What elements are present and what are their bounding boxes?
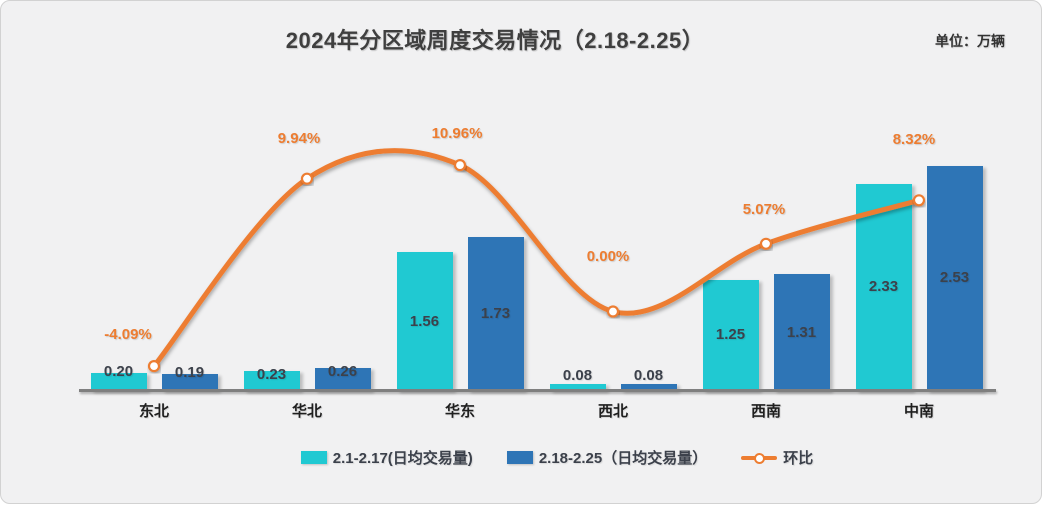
legend-label-series-1: 2.1-2.17(日均交易量)	[332, 450, 473, 467]
category-label-中南: 中南	[903, 403, 934, 420]
bar-1-西北	[549, 383, 606, 391]
bar-value-label-1-中南: 2.33	[868, 278, 899, 296]
trend-point-marker-华东	[453, 159, 467, 172]
bar-value-label-2-中南: 2.53	[939, 269, 970, 287]
category-label-西北: 西北	[597, 403, 628, 420]
category-label-西南: 西南	[750, 403, 781, 420]
legend-swatch-series-1	[300, 451, 327, 464]
bar-1-中南	[855, 183, 912, 391]
percent-label-西南: 5.07%	[742, 200, 786, 218]
percent-label-中南: 8.32%	[892, 131, 936, 149]
legend-item-line: 环比	[741, 447, 813, 468]
bar-value-label-2-西南: 1.31	[786, 323, 817, 341]
bar-1-华北	[243, 370, 300, 391]
bar-value-label-2-西北: 0.08	[633, 366, 664, 384]
trend-line	[151, 148, 922, 369]
legend-item-series-2: 2.18-2.25（日均交易量）	[506, 447, 708, 468]
bar-2-东北	[161, 374, 218, 391]
line-legend-icon	[741, 451, 778, 465]
bar-2-华北	[314, 367, 371, 391]
category-label-东北: 东北	[138, 403, 169, 420]
bar-value-label-2-华东: 1.73	[480, 305, 511, 322]
percent-label-华北: 9.94%	[277, 129, 321, 147]
unit-label: 单位：万辆	[935, 33, 1005, 49]
bar-2-西南	[773, 274, 830, 391]
x-axis-line	[79, 389, 996, 392]
trend-point-marker-西南	[759, 237, 773, 250]
bar-value-label-1-西北: 0.08	[562, 366, 593, 384]
percent-label-华东: 10.96%	[431, 125, 483, 143]
legend-label-series-2: 2.18-2.25（日均交易量）	[538, 450, 708, 467]
bar-1-西南	[702, 279, 759, 391]
category-label-华北: 华北	[291, 403, 322, 420]
category-label-华东: 华东	[444, 403, 475, 420]
trend-point-marker-东北	[147, 360, 161, 373]
page-title: 2024年分区域周度交易情况（2.18-2.25）	[285, 28, 705, 53]
percent-label-西北: 0.00%	[586, 247, 630, 265]
bar-value-label-2-东北: 0.19	[174, 364, 205, 382]
bar-value-label-1-东北: 0.20	[103, 363, 134, 381]
trend-point-marker-华北	[300, 172, 314, 185]
bar-2-西北	[620, 383, 677, 391]
bar-value-label-1-华北: 0.23	[256, 365, 287, 383]
bar-value-label-1-西南: 1.25	[715, 326, 746, 344]
legend-swatch-series-2	[506, 451, 533, 464]
trend-point-marker-中南	[912, 194, 926, 207]
bar-2-中南	[926, 165, 983, 391]
trend-point-marker-西北	[606, 305, 620, 318]
percent-label-东北: -4.09%	[104, 326, 152, 344]
bar-value-label-1-华东: 1.56	[409, 312, 440, 330]
bar-1-华东	[396, 252, 453, 391]
bar-value-label-2-华北: 0.26	[327, 362, 358, 380]
line-legend-marker-icon	[754, 453, 766, 464]
legend: 2.1-2.17(日均交易量) 2.18-2.25（日均交易量） 环比	[37, 447, 1041, 468]
legend-label-line: 环比	[783, 450, 814, 467]
legend-item-series-1: 2.1-2.17(日均交易量)	[300, 447, 473, 468]
bar-1-东北	[90, 373, 147, 391]
bar-2-华东	[467, 237, 524, 391]
